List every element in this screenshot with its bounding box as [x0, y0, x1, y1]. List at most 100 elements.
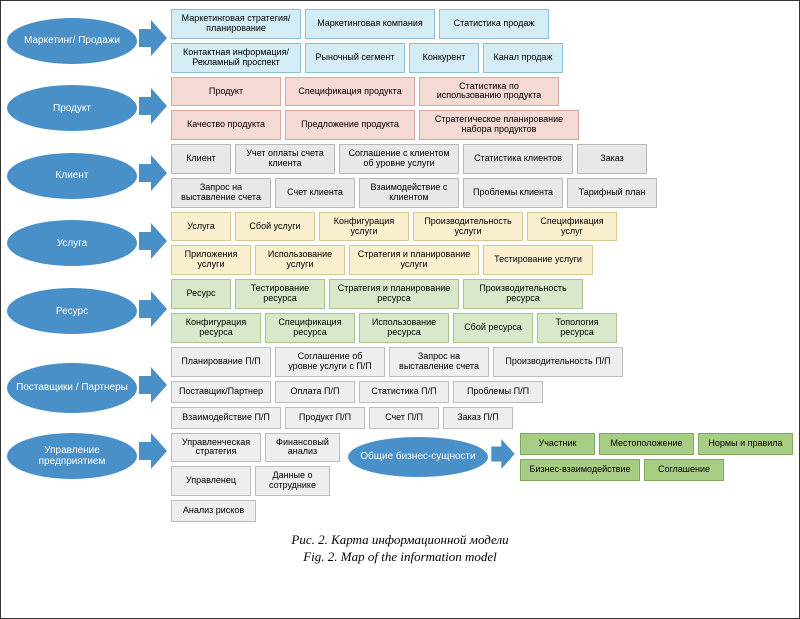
entity-box: Стратегия и планирование ресурса: [329, 279, 459, 309]
arrow-icon: [139, 155, 167, 196]
entity-row: Управленческая стратегияФинансовый анали…: [171, 433, 342, 463]
entity-group: Планирование П/ПСоглашение об уровне усл…: [171, 347, 793, 429]
arrow-icon: [139, 367, 167, 408]
information-model-map: Маркетинг/ Продажи Маркетинговая стратеги…: [1, 1, 799, 522]
entity-row: Анализ рисков: [171, 500, 342, 522]
entity-row: РесурсТестирование ресурсаСтратегия и пл…: [171, 279, 793, 309]
entity-row: Бизнес-взаимодействиеСоглашение: [520, 459, 793, 481]
entity-box: Сбой ресурса: [453, 313, 533, 343]
category-row: КлиентКлиентУчет оплаты счета клиентаСог…: [7, 144, 793, 208]
category-row: Поставщики / Партнеры Планирование П/ПСог…: [7, 347, 793, 429]
entity-box: Клиент: [171, 144, 231, 174]
entity-box: Производительность услуги: [413, 212, 523, 242]
entity-group: ПродуктСпецификация продуктаСтатистика п…: [171, 77, 793, 141]
entity-box: Производительность П/П: [493, 347, 623, 377]
entity-box: Взаимодействие П/П: [171, 407, 281, 429]
entity-group: УслугаСбой услугиКонфигурация услугиПрои…: [171, 212, 793, 276]
entity-row: УчастникМестоположениеНормы и правила: [520, 433, 793, 455]
category-ellipse: Продукт: [7, 85, 137, 131]
category-row-management: Управление предприятием Управленческая ст…: [7, 433, 793, 523]
category-row: ПродуктПродуктСпецификация продуктаСтати…: [7, 77, 793, 141]
entity-box: Продукт П/П: [285, 407, 365, 429]
entity-row: ПродуктСпецификация продуктаСтатистика п…: [171, 77, 793, 107]
entity-box: Предложение продукта: [285, 110, 415, 140]
entity-box: Контактная информация/ Рекламный проспек…: [171, 43, 301, 73]
entity-box: Производительность ресурса: [463, 279, 583, 309]
entity-row: Запрос на выставление счетаСчет клиентаВ…: [171, 178, 793, 208]
entity-box: Сбой услуги: [235, 212, 315, 242]
entity-row: УслугаСбой услугиКонфигурация услугиПрои…: [171, 212, 793, 242]
entity-box: Статистика П/П: [359, 381, 449, 403]
entity-box: Ресурс: [171, 279, 231, 309]
arrow-icon: [490, 439, 516, 474]
entity-box: Анализ рисков: [171, 500, 256, 522]
caption-ru: Рис. 2. Карта информационной модели: [1, 532, 799, 549]
entity-row: Взаимодействие П/ППродукт П/ПСчет П/ПЗак…: [171, 407, 793, 429]
entity-row: Конфигурация ресурсаСпецификация ресурса…: [171, 313, 793, 343]
entity-box: Проблемы клиента: [463, 178, 563, 208]
entity-box: Топология ресурса: [537, 313, 617, 343]
entity-row: УправленецДанные о сотруднике: [171, 466, 342, 496]
category-ellipse: Маркетинг/ Продажи: [7, 18, 137, 64]
category-row: РесурсРесурсТестирование ресурсаСтратеги…: [7, 279, 793, 343]
entity-box: Проблемы П/П: [453, 381, 543, 403]
entity-group: Управленческая стратегияФинансовый анали…: [171, 433, 342, 523]
category-ellipse: Ресурс: [7, 288, 137, 334]
entity-box: Счет П/П: [369, 407, 439, 429]
entity-box: Использование ресурса: [359, 313, 449, 343]
category-ellipse: Клиент: [7, 153, 137, 199]
entity-box: Маркетинговая компания: [305, 9, 435, 39]
entity-box: Данные о сотруднике: [255, 466, 330, 496]
entity-box: Статистика клиентов: [463, 144, 573, 174]
caption-en: Fig. 2. Map of the information model: [1, 549, 799, 566]
entity-box: Статистика продаж: [439, 9, 549, 39]
arrow-icon: [139, 291, 167, 332]
entity-box: Конфигурация ресурса: [171, 313, 261, 343]
entity-box: Использование услуги: [255, 245, 345, 275]
category-ellipse: Поставщики / Партнеры: [7, 363, 137, 413]
entity-box: Спецификация продукта: [285, 77, 415, 107]
entity-row: Поставщик/ПартнерОплата П/ПСтатистика П/…: [171, 381, 793, 403]
entity-box: Взаимодействие с клиентом: [359, 178, 459, 208]
entity-box: Спецификация услуг: [527, 212, 617, 242]
figure-caption: Рис. 2. Карта информационной модели Fig.…: [1, 532, 799, 566]
arrow-icon: [139, 20, 167, 61]
entity-group: УчастникМестоположениеНормы и правила Биз…: [520, 433, 793, 481]
arrow-icon: [139, 88, 167, 129]
entity-box: Управленец: [171, 466, 251, 496]
entity-row: Маркетинговая стратегия/ планированиеМар…: [171, 9, 793, 39]
entity-box: Местоположение: [599, 433, 694, 455]
entity-box: Запрос на выставление счета: [389, 347, 489, 377]
entity-box: Учет оплаты счета клиента: [235, 144, 335, 174]
category-ellipse: Услуга: [7, 220, 137, 266]
entity-box: Управленческая стратегия: [171, 433, 261, 463]
entity-box: Продукт: [171, 77, 281, 107]
entity-box: Оплата П/П: [275, 381, 355, 403]
entity-box: Конфигурация услуги: [319, 212, 409, 242]
entity-box: Заказ П/П: [443, 407, 513, 429]
entity-box: Планирование П/П: [171, 347, 271, 377]
entity-box: Статистика по использованию продукта: [419, 77, 559, 107]
entity-box: Финансовый анализ: [265, 433, 340, 463]
entity-box: Нормы и правила: [698, 433, 793, 455]
category-ellipse: Общие бизнес-сущности: [348, 437, 488, 477]
entity-box: Соглашение с клиентом об уровне услуги: [339, 144, 459, 174]
entity-box: Качество продукта: [171, 110, 281, 140]
entity-row: Качество продуктаПредложение продуктаСтр…: [171, 110, 793, 140]
entity-box: Стратегическое планирование набора проду…: [419, 110, 579, 140]
entity-row: Контактная информация/ Рекламный проспек…: [171, 43, 793, 73]
entity-box: Заказ: [577, 144, 647, 174]
entity-box: Рыночный сегмент: [305, 43, 405, 73]
entity-box: Соглашение об уровне услуги с П/П: [275, 347, 385, 377]
entity-box: Поставщик/Партнер: [171, 381, 271, 403]
entity-row: Планирование П/ПСоглашение об уровне усл…: [171, 347, 793, 377]
entity-group: Маркетинговая стратегия/ планированиеМар…: [171, 9, 793, 73]
entity-row: Приложения услугиИспользование услугиСтр…: [171, 245, 793, 275]
entity-box: Конкурент: [409, 43, 479, 73]
arrow-icon: [139, 433, 167, 474]
sub-category: Общие бизнес-сущности УчастникМестоположе…: [348, 433, 793, 481]
entity-box: Тестирование ресурса: [235, 279, 325, 309]
entity-box: Участник: [520, 433, 595, 455]
category-ellipse: Управление предприятием: [7, 433, 137, 479]
entity-box: Бизнес-взаимодействие: [520, 459, 640, 481]
